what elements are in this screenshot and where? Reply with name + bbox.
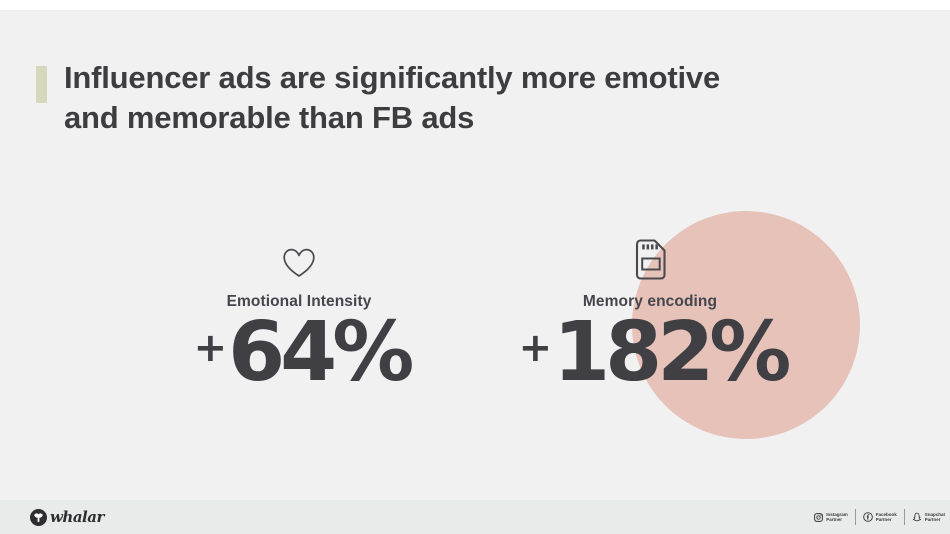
whalar-logo-mark-icon bbox=[30, 508, 47, 526]
title-accent-bar bbox=[36, 66, 47, 103]
badge-divider bbox=[854, 509, 856, 525]
badge-line-1: Instagram bbox=[826, 511, 848, 517]
facebook-icon bbox=[862, 512, 873, 522]
title-block: Influencer ads are significantly more em… bbox=[36, 58, 720, 138]
whalar-logo: whalar bbox=[30, 500, 104, 534]
heart-icon bbox=[139, 238, 459, 280]
stat-emotional-intensity: Emotional Intensity +64% bbox=[139, 238, 459, 394]
stat-value-number: 182% bbox=[553, 305, 791, 400]
footer: whalar Instagram Partner bbox=[0, 500, 950, 534]
badge-line-1: Facebook bbox=[875, 511, 897, 517]
slide-title: Influencer ads are significantly more em… bbox=[64, 58, 720, 138]
title-line-2: and memorable than FB ads bbox=[64, 100, 475, 135]
stat-memory-encoding: Memory encoding +182% bbox=[490, 238, 810, 394]
partner-badges: Instagram Partner Facebook Partner bbox=[814, 500, 945, 534]
badge-text: Snapchat Partner bbox=[925, 512, 945, 523]
stat-label: Memory encoding bbox=[582, 293, 718, 310]
title-line-1: Influencer ads are significantly more em… bbox=[64, 60, 721, 95]
badge-line-1: Snapchat bbox=[924, 511, 945, 517]
badge-divider bbox=[903, 509, 905, 525]
stat-value-number: 64% bbox=[228, 305, 414, 400]
slide: Influencer ads are significantly more em… bbox=[0, 10, 950, 500]
stat-value-prefix: + bbox=[193, 325, 228, 371]
stat-value: +182% bbox=[490, 312, 810, 394]
stat-value-prefix: + bbox=[518, 325, 553, 371]
stat-label: Emotional Intensity bbox=[226, 293, 372, 310]
instagram-icon bbox=[814, 512, 824, 522]
badge-text: Instagram Partner bbox=[826, 512, 848, 523]
snapchat-icon bbox=[912, 512, 922, 522]
badge-text: Facebook Partner bbox=[876, 512, 897, 523]
stat-value: +64% bbox=[139, 312, 459, 394]
partner-badge-instagram: Instagram Partner bbox=[814, 512, 848, 523]
badge-line-2: Partner bbox=[924, 517, 941, 522]
partner-badge-facebook: Facebook Partner bbox=[862, 512, 897, 523]
partner-badge-snapchat: Snapchat Partner bbox=[912, 512, 945, 523]
memory-card-icon bbox=[490, 238, 810, 280]
badge-line-2: Partner bbox=[875, 517, 892, 522]
badge-line-2: Partner bbox=[826, 517, 842, 522]
highlight-circle bbox=[632, 211, 860, 439]
whalar-logo-text: whalar bbox=[50, 508, 104, 526]
